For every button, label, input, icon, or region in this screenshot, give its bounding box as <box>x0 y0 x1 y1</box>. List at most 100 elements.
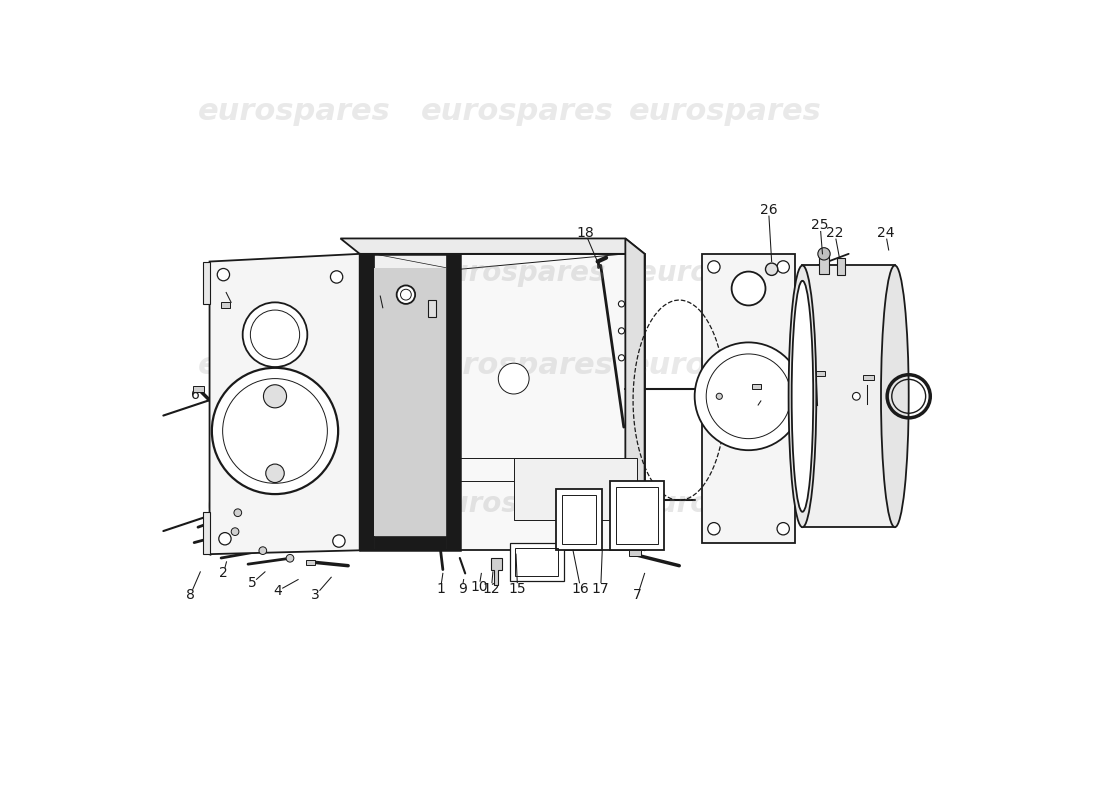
Circle shape <box>777 261 790 273</box>
Circle shape <box>618 301 625 307</box>
Text: 11: 11 <box>370 283 388 297</box>
Text: 21: 21 <box>808 405 827 418</box>
Text: eurospares: eurospares <box>430 490 605 518</box>
Bar <box>629 550 640 557</box>
Bar <box>515 548 559 576</box>
Text: 16: 16 <box>572 582 590 596</box>
Text: 3: 3 <box>311 588 320 602</box>
Text: 26: 26 <box>760 203 778 217</box>
Text: 24: 24 <box>877 226 894 240</box>
Bar <box>221 302 230 308</box>
Bar <box>514 458 637 519</box>
Text: 13: 13 <box>419 288 437 302</box>
Circle shape <box>716 394 723 399</box>
Text: 5: 5 <box>248 577 256 590</box>
Text: 20: 20 <box>746 403 763 417</box>
Circle shape <box>234 509 242 517</box>
Circle shape <box>732 271 766 306</box>
Text: eurospares: eurospares <box>638 259 813 287</box>
Text: 23: 23 <box>858 403 876 417</box>
Text: 17: 17 <box>592 582 609 596</box>
Bar <box>428 300 436 317</box>
Circle shape <box>231 528 239 535</box>
Circle shape <box>707 522 721 535</box>
Text: eurospares: eurospares <box>629 97 822 126</box>
Circle shape <box>212 368 338 494</box>
Circle shape <box>258 546 266 554</box>
Text: 7: 7 <box>634 588 642 602</box>
Text: 6: 6 <box>191 388 200 402</box>
Circle shape <box>618 328 625 334</box>
Circle shape <box>286 554 294 562</box>
Polygon shape <box>360 254 645 550</box>
Ellipse shape <box>792 281 813 512</box>
Circle shape <box>332 535 345 547</box>
Polygon shape <box>341 238 645 254</box>
Text: 9: 9 <box>458 582 466 596</box>
Bar <box>837 258 845 274</box>
Polygon shape <box>803 266 895 527</box>
Circle shape <box>330 270 343 283</box>
Ellipse shape <box>881 266 909 527</box>
Bar <box>609 481 664 550</box>
Text: 1: 1 <box>436 582 446 596</box>
Polygon shape <box>625 238 645 550</box>
Text: 10: 10 <box>470 580 488 594</box>
Polygon shape <box>491 558 502 585</box>
Bar <box>864 374 874 380</box>
Bar <box>616 487 658 544</box>
Text: eurospares: eurospares <box>207 490 382 518</box>
Text: 14: 14 <box>439 283 458 297</box>
Circle shape <box>618 354 625 361</box>
Bar <box>815 371 825 376</box>
Polygon shape <box>374 254 446 268</box>
Circle shape <box>219 533 231 545</box>
Text: 12: 12 <box>483 582 500 596</box>
Text: 22: 22 <box>826 226 844 240</box>
Text: eurospares: eurospares <box>629 351 822 380</box>
Circle shape <box>707 261 721 273</box>
Polygon shape <box>446 254 460 550</box>
Circle shape <box>777 522 790 535</box>
Circle shape <box>818 248 830 260</box>
Text: 2: 2 <box>219 566 228 581</box>
Polygon shape <box>204 512 209 554</box>
Polygon shape <box>374 268 446 537</box>
Bar <box>556 489 603 550</box>
Circle shape <box>218 269 230 281</box>
Circle shape <box>397 286 415 304</box>
Text: 18: 18 <box>576 226 594 240</box>
Text: eurospares: eurospares <box>198 97 390 126</box>
Text: 8: 8 <box>186 588 195 602</box>
Bar <box>192 386 205 393</box>
Text: eurospares: eurospares <box>430 259 605 287</box>
Circle shape <box>498 363 529 394</box>
Text: 21: 21 <box>214 280 232 294</box>
Text: 15: 15 <box>508 582 527 596</box>
Bar <box>306 559 315 565</box>
Circle shape <box>243 302 307 367</box>
Circle shape <box>852 393 860 400</box>
Bar <box>562 495 596 544</box>
Text: eurospares: eurospares <box>421 351 614 380</box>
Polygon shape <box>204 262 209 304</box>
Polygon shape <box>360 254 374 550</box>
Bar <box>510 542 563 581</box>
Text: 19: 19 <box>711 401 728 415</box>
Text: eurospares: eurospares <box>198 351 390 380</box>
Polygon shape <box>374 537 446 550</box>
Text: 4: 4 <box>273 584 282 598</box>
Text: eurospares: eurospares <box>207 259 382 287</box>
Ellipse shape <box>789 266 816 527</box>
Bar <box>820 254 828 274</box>
Polygon shape <box>360 254 460 550</box>
Text: eurospares: eurospares <box>638 490 813 518</box>
Circle shape <box>695 342 803 450</box>
Text: eurospares: eurospares <box>421 97 614 126</box>
Bar <box>751 384 761 390</box>
Circle shape <box>266 464 284 482</box>
Polygon shape <box>703 254 794 542</box>
Circle shape <box>264 385 286 408</box>
Polygon shape <box>209 254 360 554</box>
Text: 25: 25 <box>812 218 829 232</box>
